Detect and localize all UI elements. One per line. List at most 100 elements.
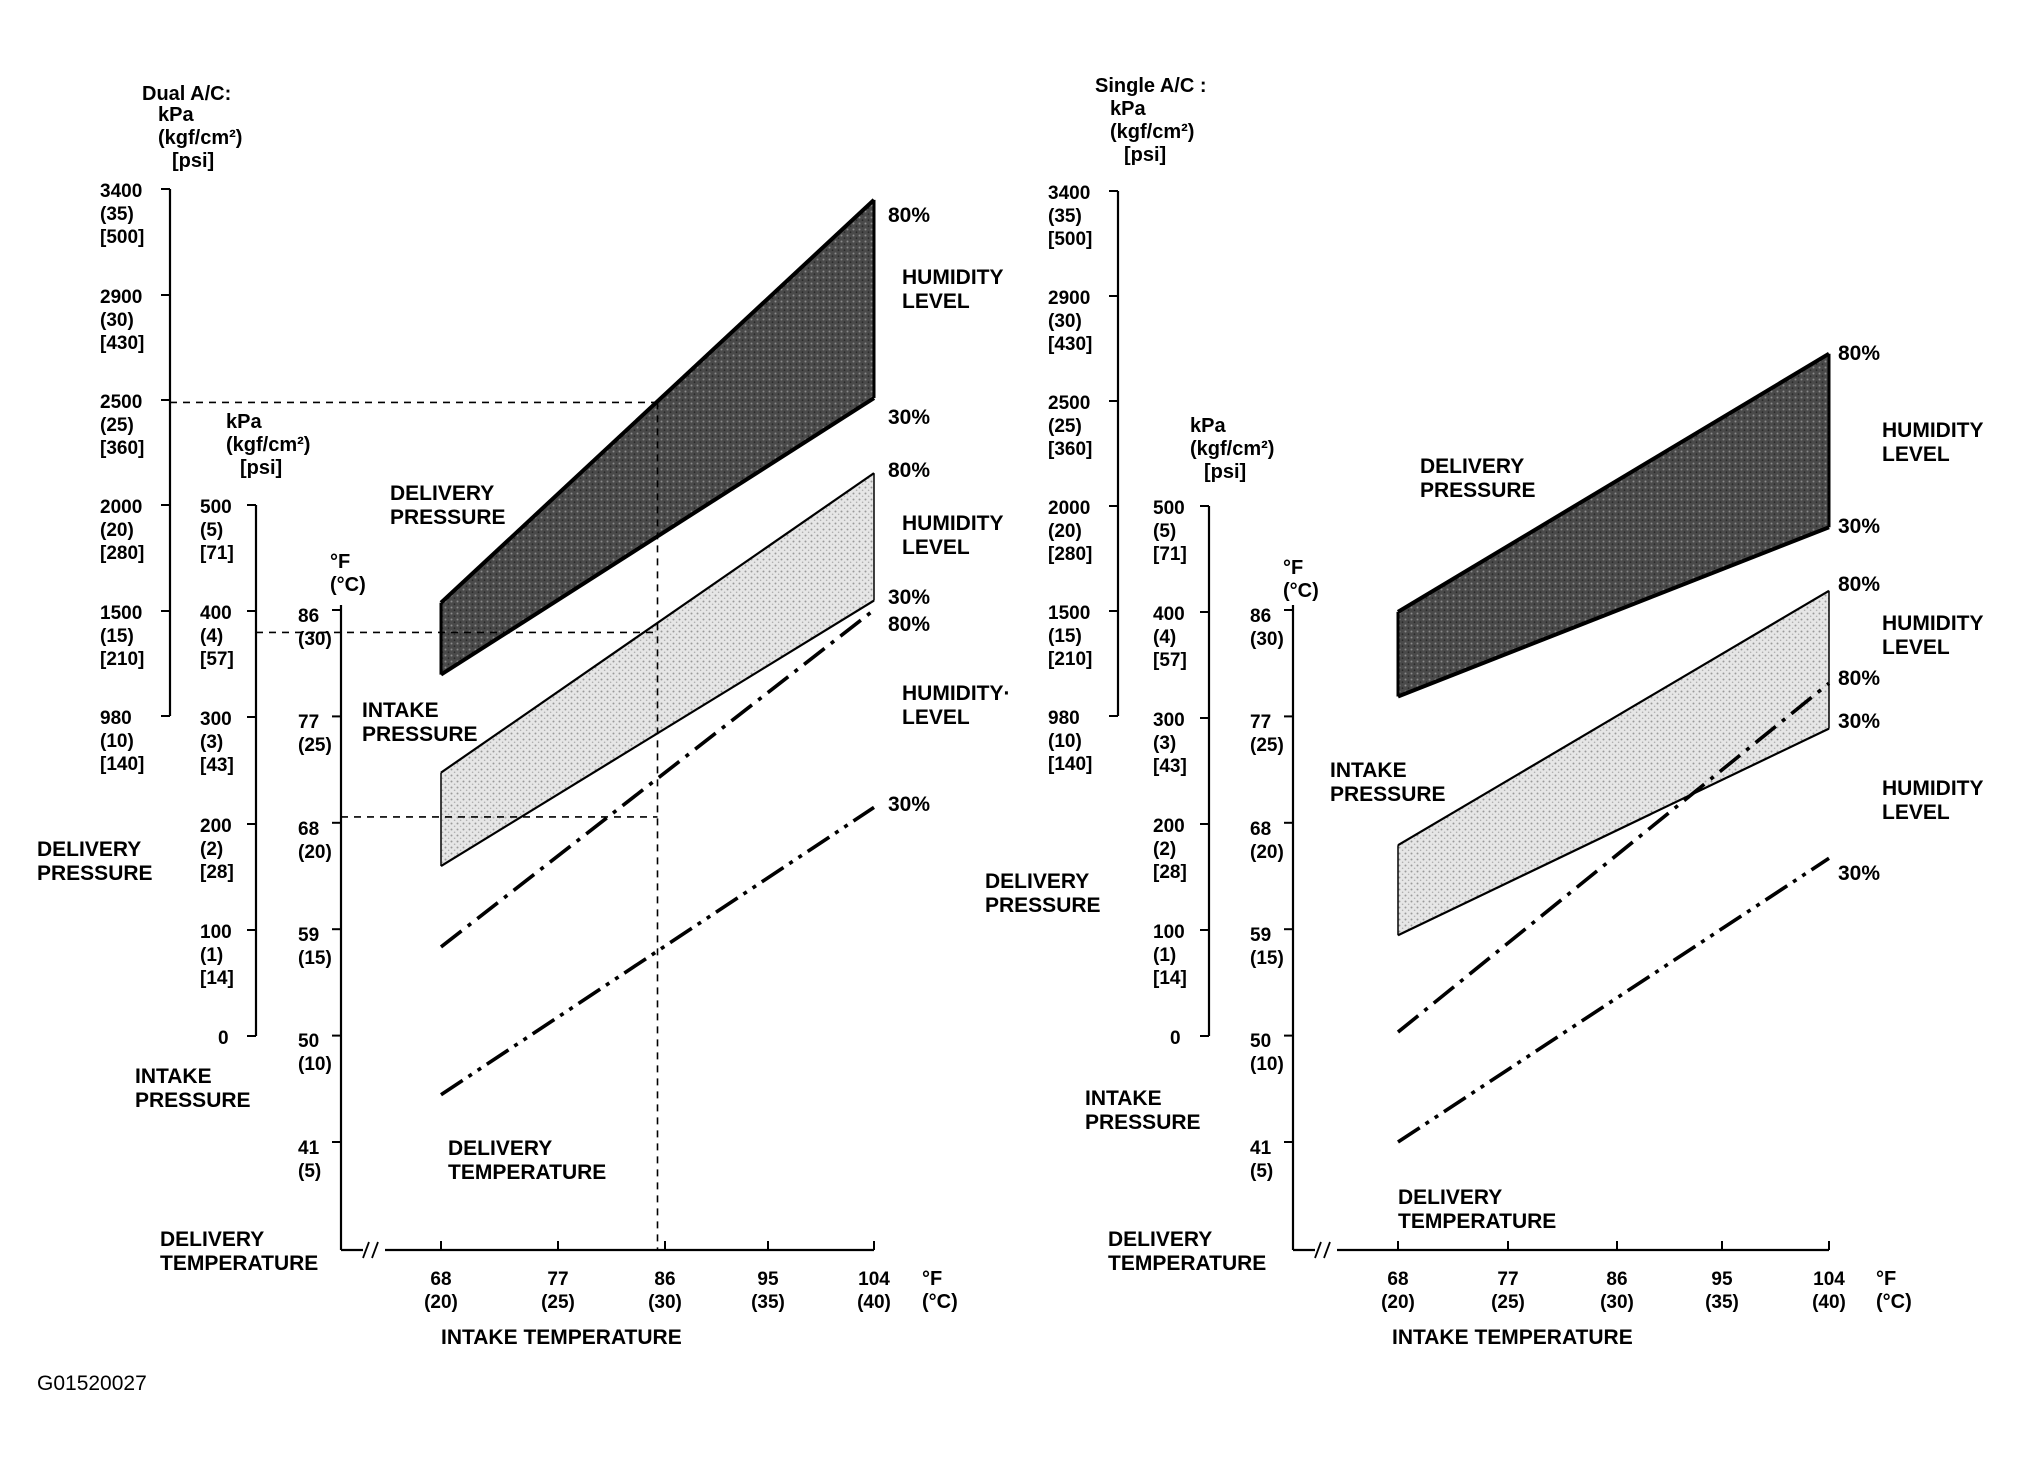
delivery-temperature-axis-title: DELIVERY: [160, 1228, 264, 1251]
delivery-temperature-humidity-label: HUMIDITY·: [902, 682, 1011, 705]
intake-pressure-tick-label: (4): [200, 626, 223, 647]
intake-temperature-tick-label: 86: [654, 1269, 675, 1290]
delivery-temperature-line-label: DELIVERY: [1398, 1186, 1502, 1209]
intake-pressure-tick-label: [14]: [1153, 968, 1187, 989]
intake-pressure-axis-title: INTAKE: [1085, 1087, 1162, 1110]
intake-temperature-axis: 68 (20) 77 (25) 86 (30) 95 (35) 104 (40)…: [424, 1268, 958, 1349]
delivery-temperature-80-label: 80%: [1838, 667, 1880, 690]
delivery-pressure-tick-label: 3400: [1048, 183, 1090, 204]
delivery-pressure-tick-label: [360]: [1048, 439, 1092, 460]
intake-pressure-tick-label: 0: [218, 1028, 229, 1049]
intake-temperature-axis-title: INTAKE TEMPERATURE: [441, 1326, 682, 1349]
delivery-pressure-30-label: 30%: [888, 406, 930, 429]
delivery-temperature-line-label: DELIVERY: [448, 1137, 552, 1160]
intake-pressure-axis: kPa (kgf/cm²) [psi] 500 (5) [71] 400 (4)…: [1085, 415, 1274, 1134]
delivery-temperature-tick-label: (30): [298, 629, 332, 650]
intake-pressure-tick-label: 100: [200, 922, 232, 943]
intake-pressure-band-label: INTAKE: [362, 699, 439, 722]
delivery-temperature-tick-label: (15): [298, 948, 332, 969]
intake-pressure-band-label: PRESSURE: [1330, 783, 1446, 806]
delivery-pressure-axis-title: DELIVERY: [37, 838, 141, 861]
delivery-temperature-tick-label: (20): [1250, 842, 1284, 863]
delivery-pressure-tick-label: (30): [100, 310, 134, 331]
delivery-pressure-tick-label: 2500: [100, 392, 142, 413]
intake-pressure-axis: kPa (kgf/cm²) [psi] 500 (5) [71] 400 (4)…: [135, 411, 310, 1112]
intake-temperature-unit-f: °F: [1876, 1268, 1896, 1290]
delivery-pressure-axis-title: PRESSURE: [985, 894, 1101, 917]
intake-pressure-tick-label: (5): [200, 520, 223, 541]
intake-pressure-tick-label: 400: [1153, 604, 1185, 625]
delivery-pressure-unit-kpa: kPa: [158, 104, 194, 126]
delivery-temperature-tick-label: 86: [298, 606, 319, 627]
intake-temperature-unit-c: (°C): [922, 1291, 958, 1313]
delivery-pressure-tick-label: 3400: [100, 181, 142, 202]
intake-temperature-tick-label: (25): [1491, 1292, 1525, 1313]
delivery-pressure-axis-title: PRESSURE: [37, 862, 153, 885]
intake-pressure-tick-label: 0: [1170, 1028, 1181, 1049]
intake-pressure-unit-psi: [psi]: [1204, 461, 1246, 483]
delivery-pressure-tick-label: (10): [1048, 731, 1082, 752]
intake-pressure-tick-label: [43]: [200, 755, 234, 776]
intake-pressure-80-label: 80%: [888, 459, 930, 482]
intake-pressure-80-line: [440, 472, 875, 774]
intake-pressure-tick-label: (3): [200, 732, 223, 753]
delivery-temperature-tick-label: 68: [1250, 819, 1271, 840]
intake-temperature-tick-label: 77: [1497, 1269, 1518, 1290]
delivery-temperature-tick-label: 50: [1250, 1031, 1271, 1052]
intake-pressure-axis-title: INTAKE: [135, 1065, 212, 1088]
delivery-temperature-tick-label: (10): [1250, 1054, 1284, 1075]
delivery-temperature-unit-f: °F: [330, 551, 350, 573]
delivery-pressure-80-line: [1396, 351, 1831, 614]
delivery-temperature-80-label: 80%: [888, 613, 930, 636]
delivery-temperature-80-line: [1396, 681, 1831, 1034]
delivery-temperature-unit-c: (°C): [1283, 580, 1319, 602]
delivery-pressure-unit-psi: [psi]: [172, 150, 214, 172]
delivery-temperature-humidity-label: LEVEL: [1882, 801, 1950, 824]
intake-temperature-axis-title: INTAKE TEMPERATURE: [1392, 1326, 1633, 1349]
delivery-pressure-tick-label: 1500: [100, 603, 142, 624]
delivery-temperature-tick-label: 50: [298, 1031, 319, 1052]
delivery-pressure-humidity-label: LEVEL: [902, 290, 970, 313]
intake-pressure-tick-label: [57]: [200, 649, 234, 670]
delivery-pressure-tick-label: (35): [1048, 206, 1082, 227]
delivery-pressure-tick-label: (35): [100, 204, 134, 225]
delivery-pressure-tick-label: [500]: [1048, 229, 1092, 250]
delivery-temperature-tick-label: 41: [1250, 1138, 1272, 1159]
intake-pressure-axis-title: PRESSURE: [1085, 1111, 1201, 1134]
delivery-pressure-tick-label: [280]: [100, 543, 144, 564]
intake-pressure-tick-label: (3): [1153, 733, 1176, 754]
intake-temperature-tick-label: (35): [751, 1292, 785, 1313]
delivery-temperature-axis-title: TEMPERATURE: [160, 1252, 318, 1275]
delivery-pressure-tick-label: 2500: [1048, 393, 1090, 414]
delivery-pressure-tick-label: 2000: [1048, 498, 1090, 519]
intake-pressure-30-label: 30%: [1838, 710, 1880, 733]
intake-pressure-tick-label: 300: [200, 709, 232, 730]
dual-ac-plot: [170, 198, 876, 1259]
delivery-pressure-tick-label: (15): [1048, 626, 1082, 647]
intake-pressure-80-line: [1397, 589, 1830, 847]
delivery-pressure-tick-label: (20): [1048, 521, 1082, 542]
intake-pressure-humidity-label: HUMIDITY: [902, 512, 1004, 535]
intake-pressure-tick-label: (4): [1153, 627, 1176, 648]
delivery-pressure-tick-label: [210]: [1048, 649, 1092, 670]
delivery-temperature-tick-label: 77: [1250, 712, 1271, 733]
delivery-temperature-axis-title: DELIVERY: [1108, 1228, 1212, 1251]
delivery-pressure-30-line: [1397, 525, 1830, 699]
delivery-temperature-line-label: TEMPERATURE: [1398, 1210, 1556, 1233]
delivery-pressure-axis: kPa (kgf/cm²) [psi] 3400 (35) [500] 2900…: [37, 104, 242, 885]
intake-temperature-tick-label: (25): [541, 1292, 575, 1313]
intake-temperature-tick-label: 68: [430, 1269, 451, 1290]
delivery-pressure-axis-title: DELIVERY: [985, 870, 1089, 893]
intake-temperature-tick-label: 104: [858, 1269, 890, 1290]
delivery-temperature-line-label: TEMPERATURE: [448, 1161, 606, 1184]
intake-pressure-tick-label: [14]: [200, 968, 234, 989]
intake-pressure-tick-label: [57]: [1153, 650, 1187, 671]
delivery-temperature-humidity-label: LEVEL: [902, 706, 970, 729]
delivery-pressure-tick-label: [500]: [100, 227, 144, 248]
delivery-pressure-humidity-label: HUMIDITY: [1882, 419, 1984, 442]
delivery-pressure-tick-label: [140]: [100, 754, 144, 775]
intake-pressure-tick-label: (1): [1153, 945, 1176, 966]
delivery-temperature-tick-label: (10): [298, 1054, 332, 1075]
intake-pressure-band: [1398, 590, 1829, 936]
axis-break-mark: [362, 1241, 379, 1259]
